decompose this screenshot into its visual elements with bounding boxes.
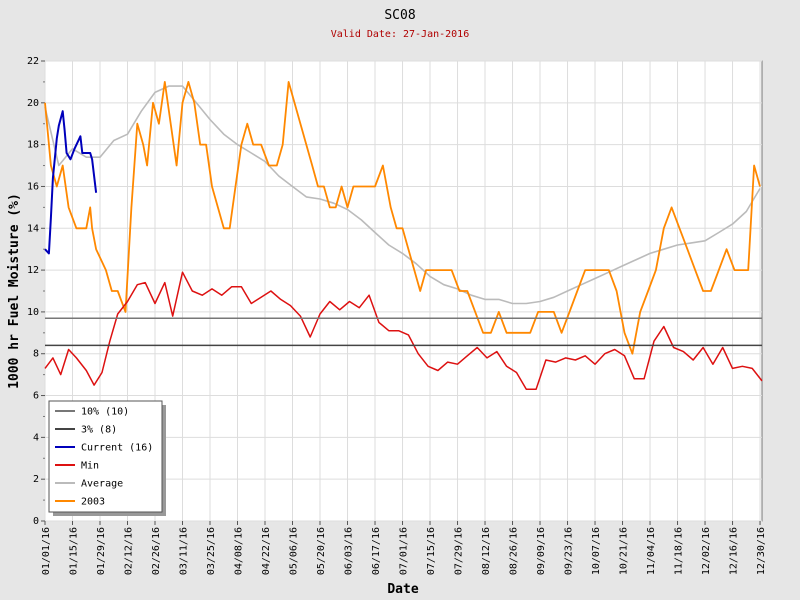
x-tick-label: 04/08/16 xyxy=(234,527,245,575)
y-tick-label: 18 xyxy=(27,140,39,151)
x-tick-label: 11/18/16 xyxy=(674,527,685,575)
chart-subtitle: Valid Date: 27-Jan-2016 xyxy=(331,29,469,40)
x-tick-label: 07/15/16 xyxy=(426,527,437,575)
x-tick-label: 10/07/16 xyxy=(591,527,602,575)
legend-label-2003: 2003 xyxy=(81,497,105,508)
y-tick-label: 20 xyxy=(27,98,39,109)
series-layer xyxy=(44,81,763,391)
legend-box xyxy=(48,400,163,513)
x-tick-label: 04/22/16 xyxy=(261,527,272,575)
x-tick-label: 09/23/16 xyxy=(564,527,575,575)
x-tick-label: 06/17/16 xyxy=(371,527,382,575)
y-tick-label: 22 xyxy=(27,56,39,67)
y-tick-label: 14 xyxy=(27,223,39,234)
x-tick-label: 12/16/16 xyxy=(729,527,740,575)
y-axis: 0 2 4 6 8 10 12 14 16 18 20 22 xyxy=(27,56,45,527)
x-tick-label: 10/21/16 xyxy=(619,527,630,575)
x-tick-label: 07/29/16 xyxy=(454,527,465,575)
legend-label-min: Min xyxy=(81,461,99,472)
y-tick-label: 10 xyxy=(27,307,39,318)
series-line-2003 xyxy=(44,81,761,355)
x-tick-label: 08/12/16 xyxy=(481,527,492,575)
x-tick-label: 01/15/16 xyxy=(69,527,80,575)
y-tick-label: 6 xyxy=(33,391,39,402)
x-tick-label: 12/02/16 xyxy=(701,527,712,575)
y-tick-label: 4 xyxy=(33,432,39,443)
x-tick-label: 05/06/16 xyxy=(289,527,300,575)
legend-label-10-10: 10% (10) xyxy=(81,407,129,418)
x-tick-label: 03/11/16 xyxy=(179,527,190,575)
legend-label-current-16: Current (16) xyxy=(81,443,153,454)
y-axis-label: 1000 hr Fuel Moisture (%) xyxy=(7,193,22,389)
x-tick-label: 01/01/16 xyxy=(41,527,52,575)
x-tick-label: 12/30/16 xyxy=(756,527,767,575)
x-tick-label: 08/26/16 xyxy=(509,527,520,575)
series-line-current-16 xyxy=(44,110,98,255)
x-tick-label: 05/20/16 xyxy=(316,527,327,575)
x-axis: 01/01/16 01/15/16 01/29/16 02/12/16 02/26/16… xyxy=(41,521,767,575)
chart-title: SC08 xyxy=(384,8,415,23)
x-tick-label: 02/12/16 xyxy=(124,527,135,575)
legend-label-average: Average xyxy=(81,479,123,490)
x-tick-label: 06/03/16 xyxy=(344,527,355,575)
y-tick-label: 2 xyxy=(33,474,39,485)
legend-label-3-8: 3% (8) xyxy=(81,425,117,436)
y-tick-label: 8 xyxy=(33,349,39,360)
series-line-min xyxy=(44,271,763,391)
y-tick-label: 16 xyxy=(27,181,39,192)
y-tick-label: 12 xyxy=(27,265,39,276)
y-tick-label: 0 xyxy=(33,516,39,527)
x-tick-label: 03/25/16 xyxy=(206,527,217,575)
x-tick-label: 02/26/16 xyxy=(151,527,162,575)
x-axis-label: Date xyxy=(387,582,418,597)
x-tick-label: 09/09/16 xyxy=(536,527,547,575)
x-tick-label: 07/01/16 xyxy=(399,527,410,575)
legend: 10% (10) 3% (8) Current (16) Min Average 2003 xyxy=(48,400,166,516)
x-tick-label: 11/04/16 xyxy=(646,527,657,575)
x-tick-label: 01/29/16 xyxy=(96,527,107,575)
